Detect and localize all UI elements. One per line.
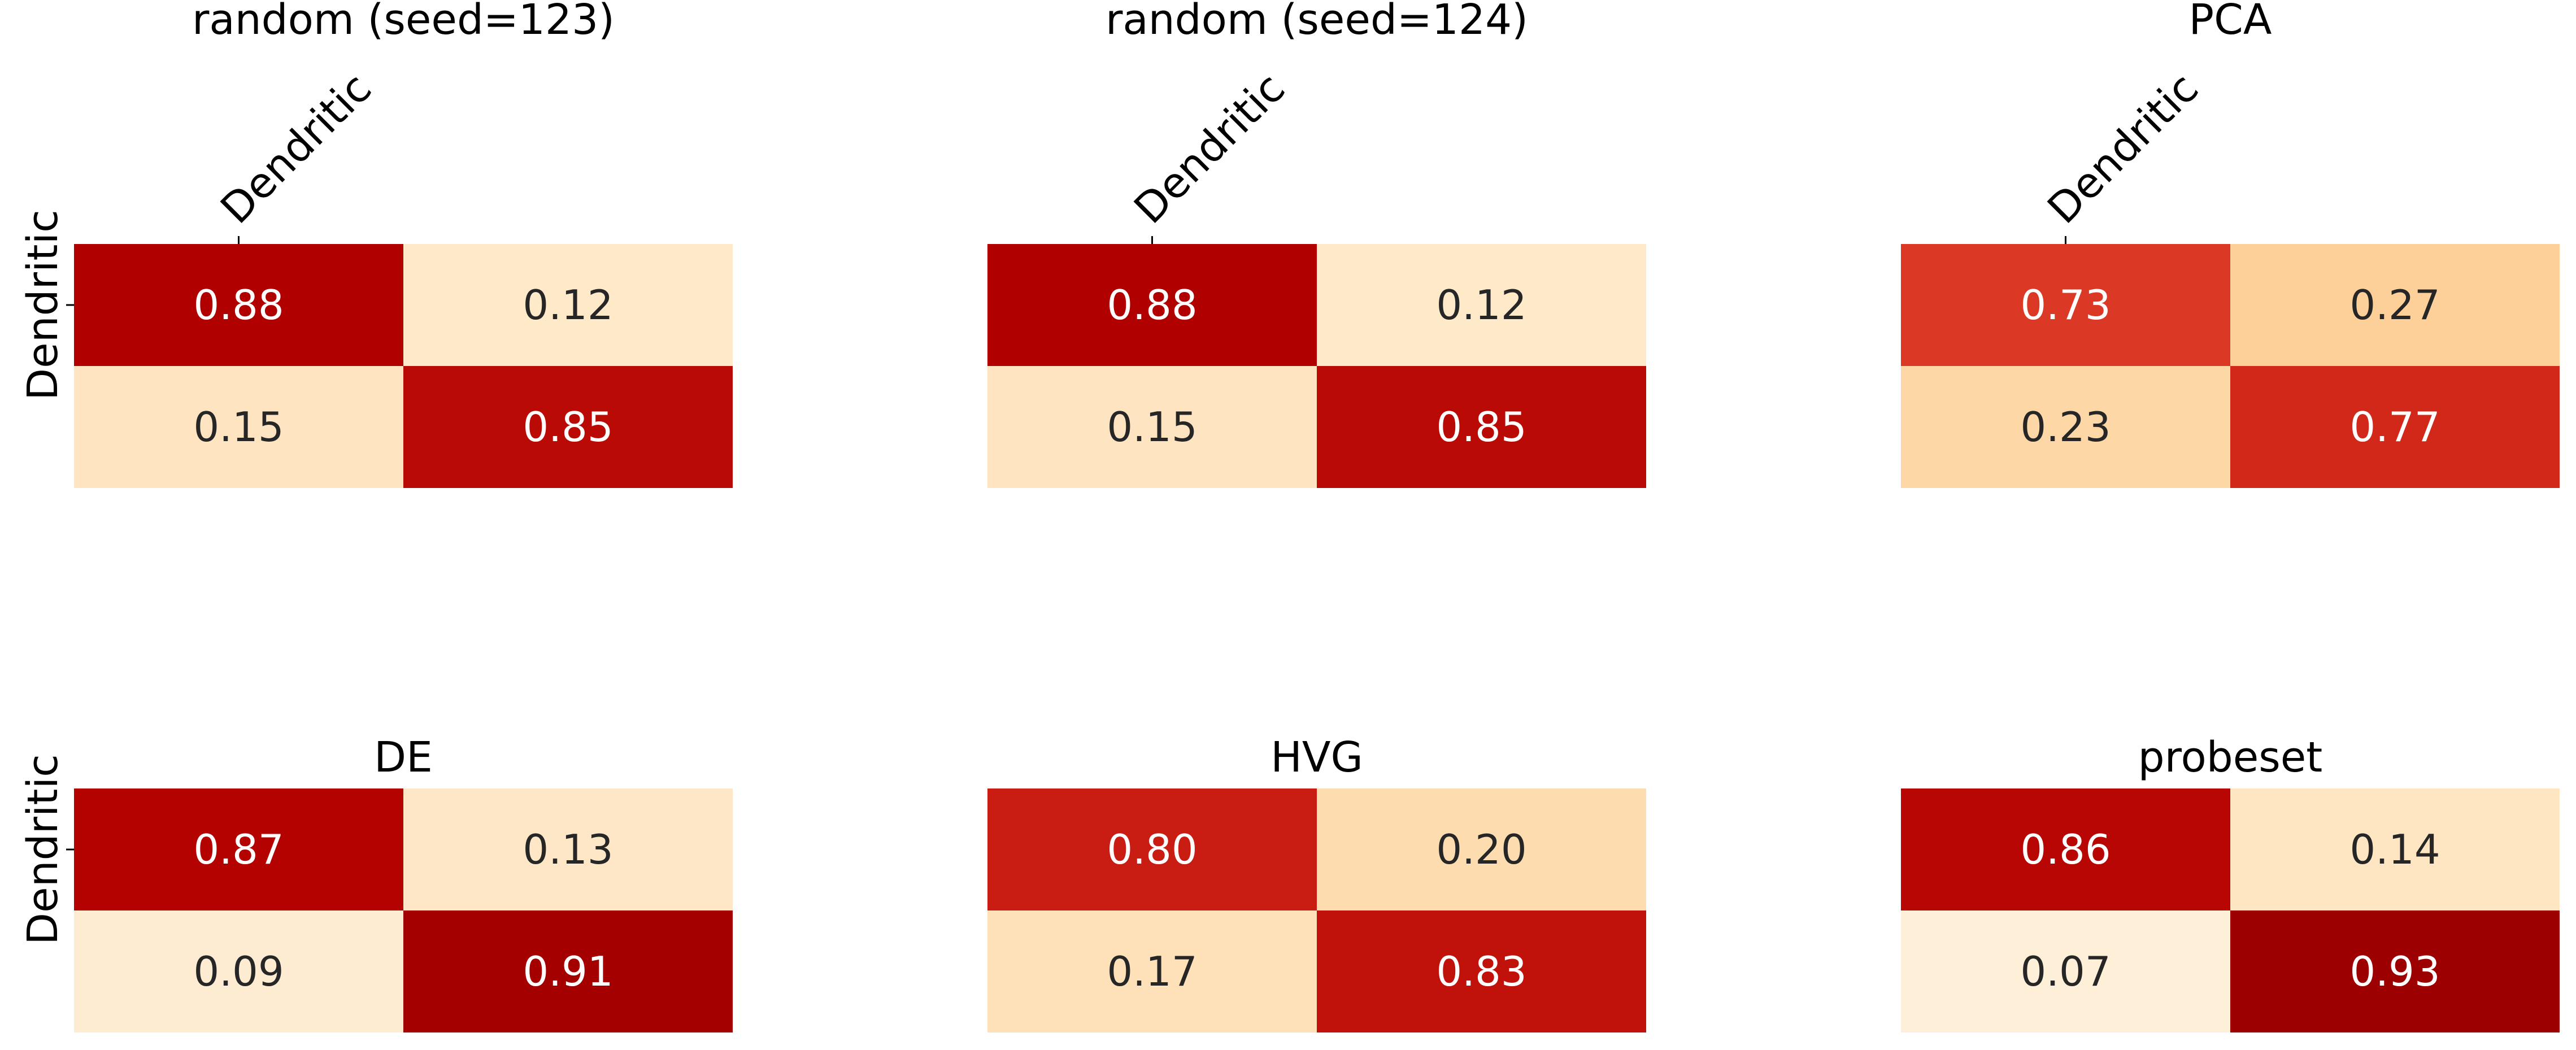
heatmap-cell — [2230, 244, 2560, 366]
heatmap-cell — [1317, 366, 1646, 488]
cell-value-label: 0.17 — [1107, 948, 1197, 995]
cell-value-label: 0.14 — [2349, 826, 2440, 873]
heatmap-panel: 0.80 0.20 0.17 0.83 HVG — [987, 733, 1646, 1032]
panel-title: probeset — [2138, 733, 2323, 782]
heatmap-cell — [2230, 910, 2560, 1032]
heatmap-panel: 0.88 0.12 0.15 0.85 random (seed=124) Dendrit… — [987, 0, 1646, 488]
cell-value-label: 0.88 — [193, 281, 284, 329]
cell-value-label: 0.87 — [193, 826, 284, 873]
heatmap-cell — [1317, 910, 1646, 1032]
cell-value-label: 0.93 — [2349, 948, 2440, 995]
heatmap-panel: 0.86 0.14 0.07 0.93 probeset — [1901, 733, 2560, 1032]
heatmap-cell — [1901, 244, 2230, 366]
panel-title: PCA — [2189, 0, 2272, 44]
cell-value-label: 0.12 — [523, 281, 613, 329]
heatmap-cell — [1901, 788, 2230, 910]
cell-value-label: 0.77 — [2349, 403, 2440, 451]
cell-value-label: 0.15 — [1107, 403, 1197, 451]
heatmap-cell — [2230, 366, 2560, 488]
cell-value-label: 0.88 — [1107, 281, 1197, 329]
x-tick-label: Dendritic — [1125, 64, 1294, 233]
cell-value-label: 0.20 — [1436, 826, 1526, 873]
heatmap-cell — [1317, 244, 1646, 366]
heatmap-cell — [403, 788, 733, 910]
heatmap-cell — [74, 244, 403, 366]
cell-value-label: 0.85 — [1436, 403, 1526, 451]
heatmap-cell — [1901, 366, 2230, 488]
cell-value-label: 0.85 — [523, 403, 613, 451]
y-tick-label: Dendritic — [19, 210, 67, 400]
heatmap-cell — [74, 910, 403, 1032]
heatmap-cell — [403, 910, 733, 1032]
heatmap-panel: 0.88 0.12 0.15 0.85 random (seed=123) Dendrit… — [19, 0, 733, 488]
cell-value-label: 0.73 — [2020, 281, 2111, 329]
x-tick-label: Dendritic — [211, 64, 381, 233]
y-tick-label: Dendritic — [19, 754, 67, 945]
heatmap-cell — [987, 244, 1317, 366]
cell-value-label: 0.83 — [1436, 948, 1526, 995]
cell-value-label: 0.23 — [2020, 403, 2111, 451]
heatmap-cell — [74, 788, 403, 910]
cell-value-label: 0.80 — [1107, 826, 1197, 873]
heatmap-cell — [987, 366, 1317, 488]
heatmap-cell — [987, 910, 1317, 1032]
cell-value-label: 0.12 — [1436, 281, 1526, 329]
panel-title: random (seed=124) — [1106, 0, 1528, 44]
heatmap-cell — [2230, 788, 2560, 910]
cell-value-label: 0.15 — [193, 403, 284, 451]
cell-value-label: 0.27 — [2349, 281, 2440, 329]
cell-value-label: 0.91 — [523, 948, 613, 995]
panel-title: DE — [374, 733, 433, 782]
heatmap-cell — [987, 788, 1317, 910]
cell-value-label: 0.13 — [523, 826, 613, 873]
panel-title: random (seed=123) — [192, 0, 615, 44]
heatmap-cell — [1317, 788, 1646, 910]
heatmap-cell — [1901, 910, 2230, 1032]
heatmap-cell — [403, 244, 733, 366]
heatmap-cell — [74, 366, 403, 488]
heatmap-panel: 0.87 0.13 0.09 0.91 DE Dendritic — [19, 733, 733, 1032]
cell-value-label: 0.07 — [2020, 948, 2111, 995]
heatmap-panel: 0.73 0.27 0.23 0.77 PCA Dendritic — [1901, 0, 2560, 488]
heatmap-cell — [403, 366, 733, 488]
x-tick-label: Dendritic — [2038, 64, 2208, 233]
cell-value-label: 0.09 — [193, 948, 284, 995]
cell-value-label: 0.86 — [2020, 826, 2111, 873]
panel-title: HVG — [1270, 733, 1363, 782]
